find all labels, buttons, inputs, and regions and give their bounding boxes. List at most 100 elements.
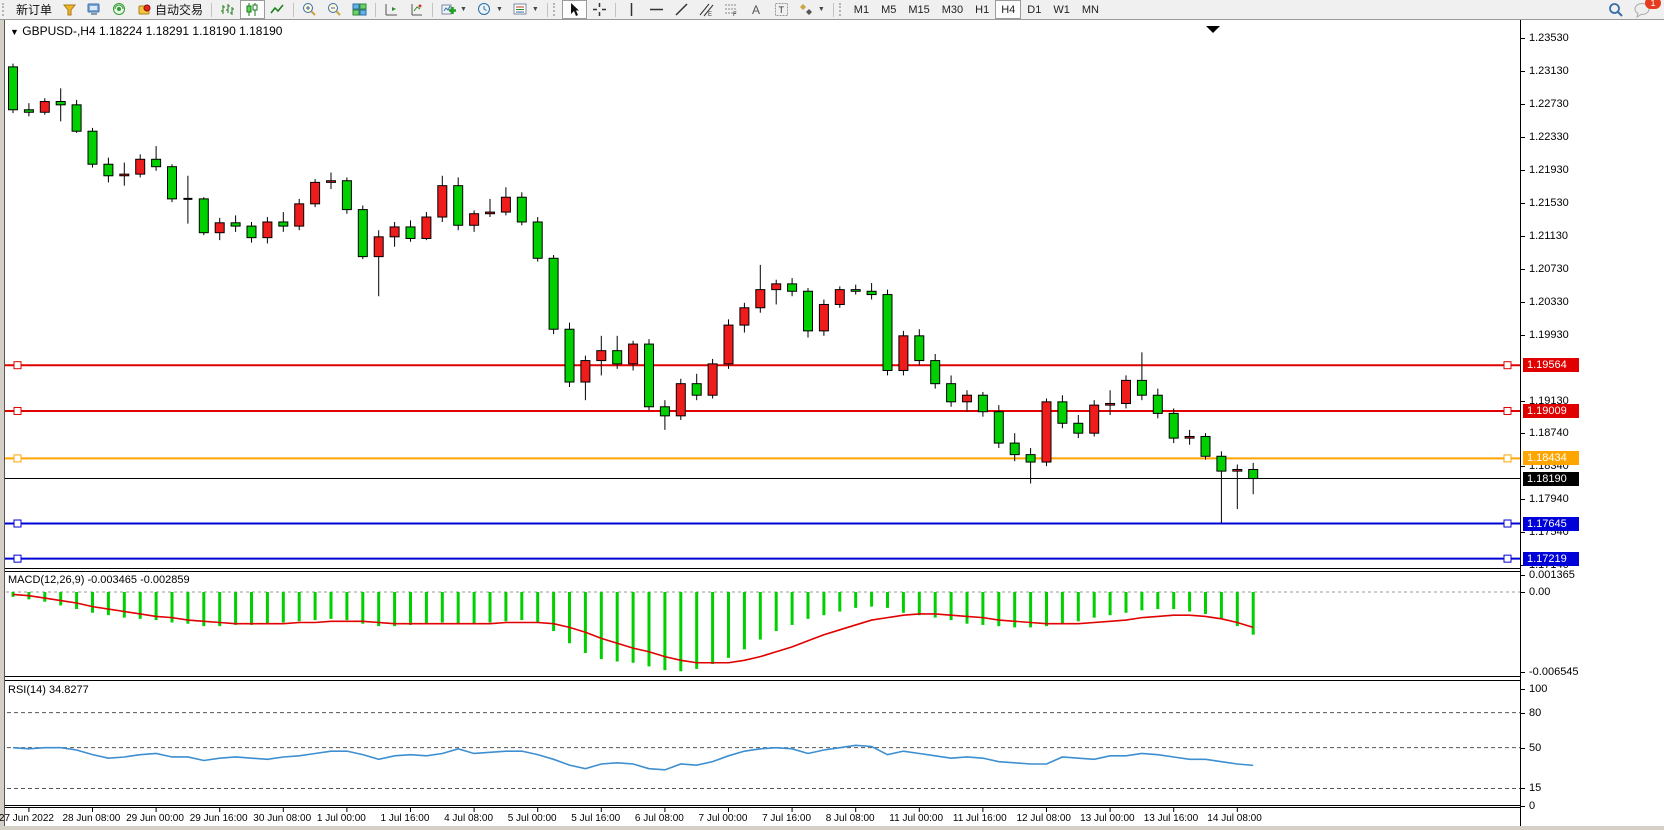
- candle-down: [548, 257, 559, 330]
- chart-shift-marker[interactable]: [1206, 26, 1220, 33]
- indicator-list-button[interactable]: [404, 0, 429, 19]
- price-axis[interactable]: 1.23530 1.23130 1.22730 1.22330 1.21930 1.215…: [1520, 20, 1664, 830]
- candle-down: [914, 335, 925, 362]
- macd-indicator-label: MACD(12,26,9) -0.003465 -0.002859: [8, 574, 190, 586]
- chart-plot[interactable]: [0, 20, 1520, 830]
- templates-button[interactable]: ▼: [508, 0, 544, 19]
- timeframe-h4-button[interactable]: H4: [995, 0, 1022, 19]
- trendline-icon: [674, 2, 689, 17]
- timeframe-d1-button[interactable]: D1: [1027, 3, 1042, 16]
- candle-down: [977, 394, 988, 413]
- candle-down: [230, 222, 241, 227]
- time-axis-label: 6 Jul 08:00: [634, 813, 684, 824]
- indicator-window-button[interactable]: [379, 0, 404, 19]
- terminal-button[interactable]: [82, 0, 107, 19]
- candle-up: [755, 289, 766, 309]
- axis-tick: [1521, 335, 1525, 336]
- bar-chart-mode-button[interactable]: [215, 0, 240, 19]
- zoom-in-button[interactable]: [297, 0, 322, 19]
- candle-up: [596, 350, 607, 362]
- timeframe-m30-button[interactable]: M30: [941, 3, 964, 16]
- time-axis-label: 29 Jun 00:00: [126, 813, 184, 824]
- candlestick-mode-button[interactable]: [240, 0, 266, 19]
- line-handle[interactable]: [13, 554, 22, 563]
- line-handle[interactable]: [13, 361, 22, 370]
- ohlc-quote-label: 1.18224 1.18291 1.18190 1.18190: [98, 24, 283, 38]
- rsi-indicator-label: RSI(14) 34.8277: [8, 684, 89, 696]
- axis-tick: [1521, 170, 1525, 171]
- timeframe-h1-button[interactable]: H1: [975, 3, 990, 16]
- axis-tick: [1521, 689, 1525, 690]
- candle-up: [723, 324, 734, 365]
- axis-tick: [1521, 71, 1525, 72]
- line-handle[interactable]: [13, 406, 22, 415]
- line-handle[interactable]: [13, 454, 22, 463]
- horizontal-line-tool-button[interactable]: [644, 0, 669, 19]
- timeframe-m1-button[interactable]: M1: [853, 3, 870, 16]
- line-handle[interactable]: [13, 519, 22, 528]
- svg-text:F: F: [733, 12, 737, 17]
- line-handle[interactable]: [1503, 406, 1512, 415]
- candle-up: [771, 283, 782, 291]
- candlestick-icon: [245, 2, 260, 17]
- tile-windows-button[interactable]: [347, 0, 372, 19]
- axis-tick: [1521, 269, 1525, 270]
- zoom-out-icon: [327, 2, 342, 17]
- new-order-button[interactable]: 新订单: [11, 0, 57, 19]
- timeframe-w1-button[interactable]: W1: [1053, 3, 1070, 16]
- line-chart-mode-button[interactable]: [265, 0, 290, 19]
- chart-area[interactable]: ▼ GBPUSD-,H4 1.18224 1.18291 1.18190 1.1…: [0, 20, 1664, 830]
- add-indicator-button[interactable]: ▼: [436, 0, 472, 19]
- rsi-tick-label: 80: [1529, 707, 1542, 719]
- price-tag-1.17645: 1.17645: [1523, 517, 1579, 531]
- label-tool-button[interactable]: T: [769, 0, 794, 19]
- autotrading-button[interactable]: 自动交易: [132, 0, 208, 19]
- signals-button[interactable]: [107, 0, 132, 19]
- candle-down: [516, 196, 527, 223]
- crosshair-tool-button[interactable]: [587, 0, 612, 19]
- line-handle[interactable]: [1503, 519, 1512, 528]
- bar-chart-icon: [220, 2, 235, 17]
- timeframe-mn-button[interactable]: MN: [1081, 3, 1099, 16]
- zoom-out-button[interactable]: [322, 0, 347, 19]
- search-icon: [1608, 2, 1624, 18]
- svg-text:E: E: [708, 12, 712, 17]
- toolbar-grip: [2, 3, 9, 16]
- candle-down: [866, 290, 877, 296]
- candle-up: [262, 221, 273, 239]
- candle-up: [580, 360, 591, 383]
- macd-tick-label: 0.00: [1529, 586, 1551, 598]
- vertical-line-tool-button[interactable]: [619, 0, 644, 19]
- chevron-down-icon[interactable]: ▼: [10, 27, 19, 37]
- trendline-tool-button[interactable]: [669, 0, 694, 19]
- chat-button[interactable]: 1: [1629, 0, 1661, 19]
- timeframe-m5-button[interactable]: M5: [881, 3, 897, 16]
- autotrading-label: 自动交易: [155, 3, 204, 17]
- rsi-line: [12, 744, 1254, 771]
- vertical-line-icon: [624, 2, 639, 17]
- candle-up: [818, 303, 829, 332]
- line-handle[interactable]: [1503, 554, 1512, 563]
- fibonacci-tool-button[interactable]: F: [719, 0, 744, 19]
- periods-button[interactable]: ▼: [472, 0, 508, 19]
- time-axis[interactable]: 27 Jun 2022 28 Jun 08:00 29 Jun 00:00 29 Ju…: [0, 807, 1520, 830]
- axis-tick: [1521, 788, 1525, 789]
- candle-up: [326, 180, 336, 183]
- line-handle[interactable]: [1503, 454, 1512, 463]
- timeframe-m15-button[interactable]: M15: [908, 3, 930, 16]
- horizontal-line-icon: [649, 2, 664, 17]
- text-tool-button[interactable]: A: [744, 0, 769, 19]
- candle-down: [278, 221, 289, 227]
- candle-down: [882, 294, 893, 371]
- equidistant-channel-tool-button[interactable]: E: [694, 0, 719, 19]
- search-button[interactable]: [1603, 0, 1629, 19]
- candle-down: [87, 130, 98, 165]
- line-handle[interactable]: [1503, 361, 1512, 370]
- profiles-button[interactable]: [57, 0, 82, 19]
- toolbar-separator: [375, 2, 377, 17]
- candle-up: [421, 216, 432, 239]
- cursor-tool-button[interactable]: [561, 0, 587, 19]
- candle-down: [1009, 442, 1020, 456]
- time-axis-label: 1 Jul 00:00: [316, 813, 366, 824]
- arrows-tool-button[interactable]: ▼: [794, 0, 830, 19]
